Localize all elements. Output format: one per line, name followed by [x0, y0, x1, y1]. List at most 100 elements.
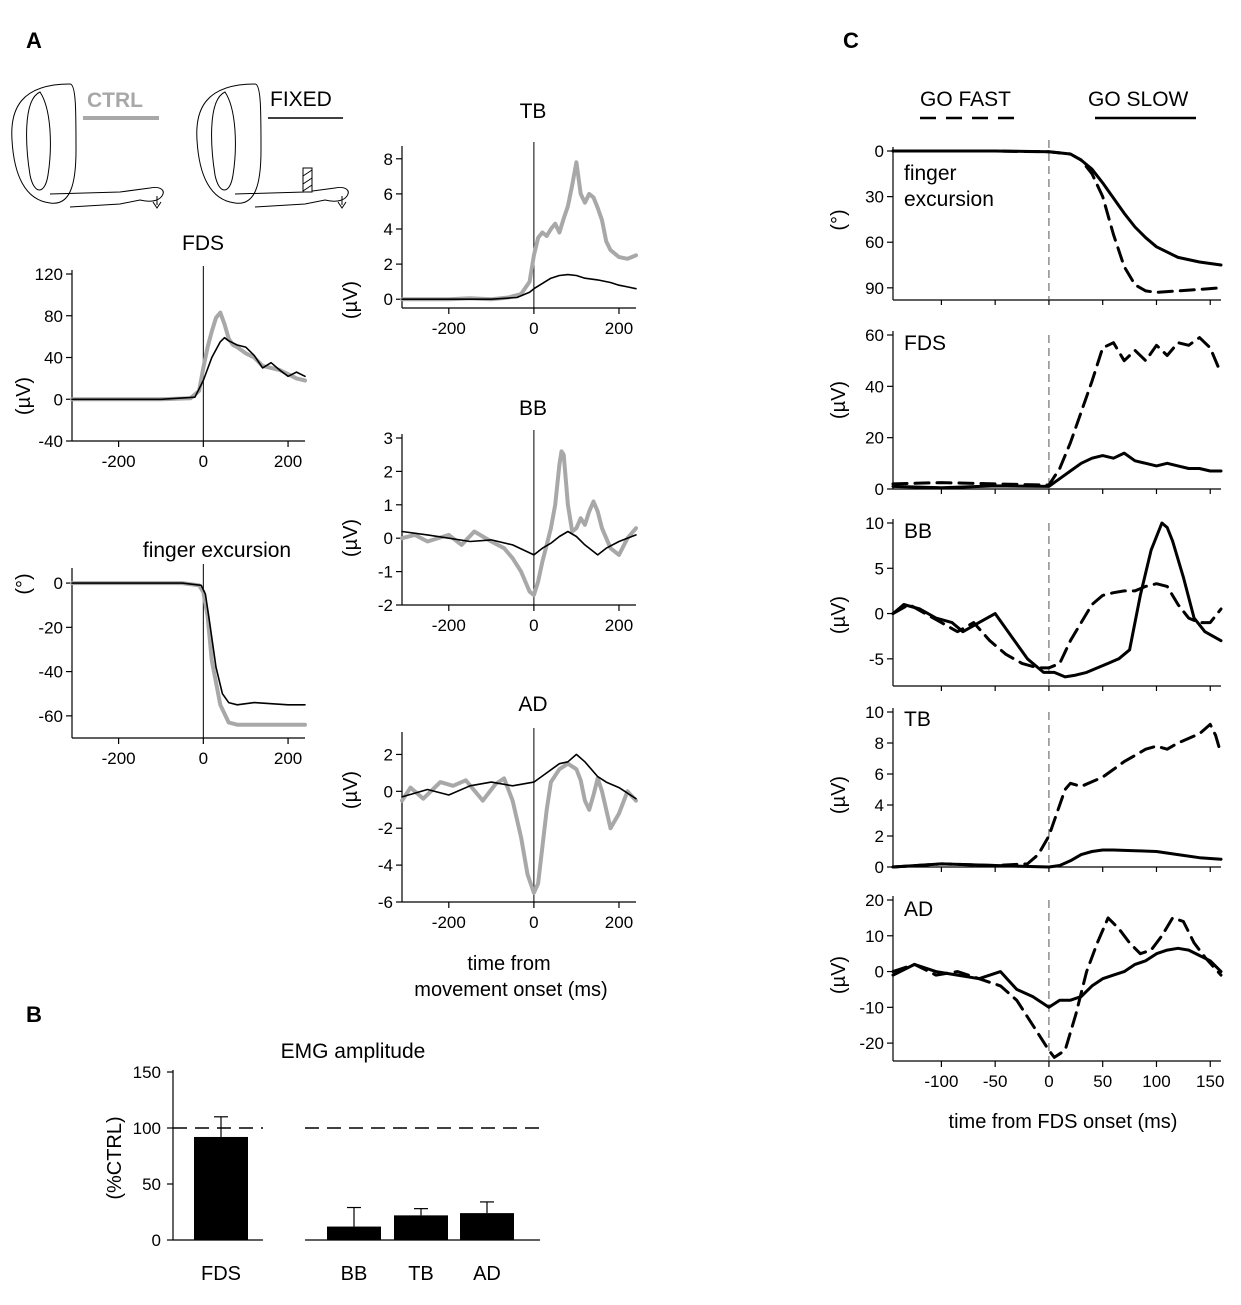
- x-tick-label: -200: [432, 616, 466, 635]
- y-tick-label: 6: [384, 185, 393, 204]
- category-label-fds: FDS: [201, 1263, 241, 1285]
- series-line-c_tb-go-slow: [891, 848, 1223, 869]
- series-line-c_bb-go-fast: [891, 582, 1223, 670]
- x-tick-label: -200: [102, 749, 136, 768]
- arm-schematic-fixed: [196, 83, 349, 208]
- series-line-a_fds-ctrl: [70, 310, 307, 402]
- y-tick-label: 8: [384, 150, 393, 169]
- y-tick-label: 2: [875, 827, 884, 846]
- y-tick-label: 30: [865, 188, 884, 207]
- x-tick-label: -200: [432, 319, 466, 338]
- series-line-a_bb-ctrl: [400, 449, 638, 597]
- x-tick-label: 0: [529, 913, 538, 932]
- y-tick-label: 40: [44, 349, 63, 368]
- y-axis-label-c_finger: (°): [828, 209, 850, 230]
- y-tick-label: 20: [865, 429, 884, 448]
- x-tick-label: -200: [102, 452, 136, 471]
- x-axis-label-a_ad-line2: movement onset (ms): [414, 979, 607, 1001]
- series-line-a_ad-fixed: [401, 753, 637, 800]
- series-line-a_bb-fixed: [401, 530, 637, 556]
- x-tick-label: 0: [529, 319, 538, 338]
- x-tick-label: 0: [199, 749, 208, 768]
- y-tick-label: -6: [378, 893, 393, 912]
- y-tick-label: 0: [54, 574, 63, 593]
- y-tick-label: -2: [378, 596, 393, 615]
- y-axis-label-b_emg: (%CTRL): [104, 1116, 126, 1199]
- chart-title-a_tb: TB: [520, 100, 547, 123]
- series-line-a_fds-fixed: [71, 336, 306, 401]
- y-tick-label: 60: [865, 233, 884, 252]
- series-line-c_tb-go-fast: [891, 722, 1223, 869]
- y-tick-label: 4: [384, 220, 393, 239]
- y-tick-label: 8: [875, 734, 884, 753]
- y-tick-label: -4: [378, 856, 393, 875]
- y-tick-label: -5: [869, 650, 884, 669]
- legend-go-slow-label: GO SLOW: [1088, 88, 1189, 111]
- chart-a_tb: 0 2 4 6 8 -200 0 200 TB (µV): [340, 100, 638, 338]
- y-tick-label: 0: [875, 963, 884, 982]
- chart-a_bb: -2 -1 0 1 2 3 -200 0 200 BB (µV): [340, 397, 638, 635]
- y-tick-label: 150: [133, 1063, 161, 1082]
- y-tick-label: 90: [865, 279, 884, 298]
- arrow-head-icon: [152, 201, 162, 209]
- y-tick-label: 0: [384, 782, 393, 801]
- y-axis-label-a_ad: (µV): [340, 771, 362, 809]
- x-axis-label-a_ad: time from: [467, 953, 550, 975]
- bar-bb: [327, 1226, 381, 1240]
- chart-c_tb: 0 2 4 6 8 10 TB (µV): [828, 703, 1223, 877]
- y-tick-label: 20: [865, 891, 884, 910]
- x-tick-label: 50: [1093, 1072, 1112, 1091]
- x-tick-label: 200: [605, 616, 633, 635]
- series-line-c_fds-go-fast: [891, 336, 1223, 487]
- y-axis-label-a_finger: (°): [13, 573, 35, 594]
- series-line-c_finger-go-slow: [891, 149, 1223, 267]
- legend-ctrl-label: CTRL: [87, 89, 143, 112]
- y-tick-label: 10: [865, 514, 884, 533]
- chart-title-a_fds: FDS: [182, 232, 224, 255]
- chart-title-a_bb: BB: [519, 397, 547, 420]
- y-tick-label: -40: [38, 432, 63, 451]
- x-tick-label: 200: [605, 319, 633, 338]
- chart-title-c_tb: TB: [904, 708, 931, 731]
- x-tick-label: -50: [983, 1072, 1008, 1091]
- y-tick-label: 60: [865, 326, 884, 345]
- y-tick-label: 50: [142, 1175, 161, 1194]
- y-tick-label: 100: [133, 1119, 161, 1138]
- y-tick-label: 2: [384, 745, 393, 764]
- chart-title-a_ad: AD: [518, 693, 547, 716]
- x-tick-label: 200: [605, 913, 633, 932]
- arm-schematic-ctrl: [11, 83, 164, 208]
- x-tick-label: 100: [1142, 1072, 1170, 1091]
- legend-fixed-label: FIXED: [270, 88, 332, 111]
- bar-fds: [194, 1136, 248, 1240]
- x-tick-label: 150: [1196, 1072, 1224, 1091]
- y-tick-label: 2: [384, 462, 393, 481]
- y-tick-label: 4: [875, 796, 884, 815]
- y-tick-label: 1: [384, 496, 393, 515]
- x-axis-label-c_ad: time from FDS onset (ms): [949, 1111, 1178, 1133]
- y-axis-label-c_bb: (µV): [828, 596, 850, 634]
- chart-a_fds: -40 0 40 80 120 -200 0 200 FDS (µV): [13, 232, 307, 471]
- series-line-a_tb-ctrl: [400, 160, 638, 302]
- chart-title-b_emg: EMG amplitude: [281, 1040, 426, 1063]
- y-axis-label-a_bb: (µV): [340, 519, 362, 557]
- x-tick-label: 200: [274, 452, 302, 471]
- chart-title-a_finger: finger excursion: [143, 539, 291, 562]
- chart-title-c_ad: AD: [904, 898, 933, 921]
- y-tick-label: 0: [875, 858, 884, 877]
- panel-label-a: A: [26, 28, 42, 53]
- series-line-c_ad-go-slow: [891, 946, 1223, 1009]
- series-line-c_fds-go-slow: [891, 451, 1223, 490]
- y-tick-label: 3: [384, 429, 393, 448]
- category-label-bb: BB: [341, 1263, 368, 1285]
- chart-title-c_fds: FDS: [904, 332, 946, 355]
- category-label-tb: TB: [408, 1263, 434, 1285]
- y-tick-label: -1: [378, 563, 393, 582]
- y-axis-label-c_tb: (µV): [828, 776, 850, 814]
- bar-tb: [394, 1215, 448, 1240]
- x-tick-label: -100: [924, 1072, 958, 1091]
- y-tick-label: 0: [152, 1231, 161, 1250]
- y-tick-label: -60: [38, 707, 63, 726]
